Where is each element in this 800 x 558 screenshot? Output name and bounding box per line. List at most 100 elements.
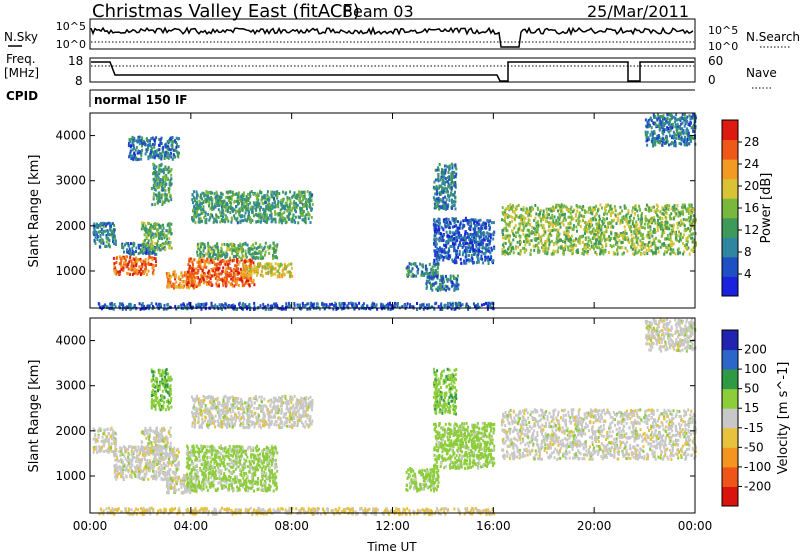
data-cell	[152, 163, 154, 166]
data-cell	[580, 225, 582, 228]
data-cell	[197, 243, 199, 246]
data-cell	[143, 248, 145, 251]
data-cell	[248, 276, 250, 279]
data-cell	[98, 231, 100, 234]
data-cell	[97, 235, 99, 238]
data-cell	[216, 242, 218, 245]
data-cell	[158, 237, 160, 240]
data-cell	[232, 249, 234, 252]
data-cell	[211, 202, 213, 205]
data-cell	[217, 262, 219, 265]
data-cell	[535, 233, 537, 236]
data-cell	[94, 239, 96, 242]
data-cell	[241, 200, 243, 203]
data-cell	[611, 245, 613, 248]
data-cell	[501, 218, 503, 221]
data-cell	[455, 230, 457, 233]
data-cell	[469, 228, 471, 231]
data-cell	[480, 234, 482, 237]
data-cell	[665, 216, 667, 219]
data-cell	[208, 261, 210, 264]
data-cell	[259, 250, 261, 253]
data-cell	[178, 277, 180, 280]
data-cell	[135, 158, 137, 161]
data-cell	[452, 231, 454, 234]
data-cell	[530, 249, 532, 252]
data-cell	[205, 214, 207, 217]
data-cell	[310, 221, 312, 224]
data-cell	[669, 233, 671, 236]
data-cell	[450, 192, 452, 195]
data-cell	[260, 206, 262, 209]
data-cell	[684, 206, 686, 209]
data-cell	[489, 251, 491, 254]
data-cell	[426, 287, 428, 290]
data-cell	[662, 231, 664, 234]
data-cell	[648, 231, 650, 234]
data-cell	[455, 224, 457, 227]
date-label: 25/Mar/2011	[587, 2, 689, 21]
data-cell	[511, 208, 513, 211]
data-cell	[293, 213, 295, 216]
data-cell	[441, 250, 443, 253]
data-cell	[280, 263, 282, 266]
data-cell	[678, 240, 680, 243]
data-cell	[491, 260, 493, 263]
data-cell	[304, 215, 306, 218]
data-cell	[125, 259, 127, 262]
data-cell	[245, 250, 247, 253]
data-cell	[295, 202, 297, 205]
data-cell	[617, 234, 619, 237]
data-cell	[175, 281, 177, 284]
data-cell	[536, 226, 538, 229]
data-cell	[207, 213, 209, 216]
data-cell	[200, 245, 202, 248]
data-cell	[534, 237, 536, 240]
data-cell	[647, 223, 649, 226]
data-cell	[269, 263, 271, 266]
data-cell	[579, 242, 581, 245]
data-cell	[454, 258, 456, 261]
data-cell	[154, 203, 156, 206]
data-cell	[155, 188, 157, 191]
data-cell	[222, 270, 224, 273]
data-cell	[251, 281, 253, 284]
data-cell	[598, 230, 600, 233]
data-cell	[245, 274, 247, 277]
data-cell	[200, 280, 202, 283]
data-cell	[275, 262, 277, 265]
data-cell	[601, 232, 603, 235]
data-cell	[504, 209, 506, 212]
data-cell	[654, 222, 656, 225]
data-cell	[621, 210, 623, 213]
data-cell	[255, 267, 257, 270]
data-cell	[529, 219, 531, 222]
data-cell	[287, 206, 289, 209]
data-cell	[603, 235, 605, 238]
data-cell	[148, 229, 150, 232]
data-cell	[521, 214, 523, 217]
data-cell	[633, 217, 635, 220]
data-cell	[420, 274, 422, 277]
data-cell	[274, 273, 276, 276]
data-cell	[220, 247, 222, 250]
data-cell	[144, 239, 146, 242]
data-cell	[196, 251, 198, 254]
data-cell	[445, 244, 447, 247]
data-cell	[251, 209, 253, 212]
data-cell	[553, 228, 555, 231]
data-cell	[302, 218, 304, 221]
data-cell	[214, 271, 216, 274]
data-cell	[689, 253, 691, 256]
data-cell	[676, 208, 678, 211]
data-cell	[528, 234, 530, 237]
data-cell	[244, 215, 246, 218]
data-cell	[576, 210, 578, 213]
data-cell	[113, 242, 115, 245]
data-cell	[436, 193, 438, 196]
data-cell	[511, 220, 513, 223]
data-cell	[563, 231, 565, 234]
data-cell	[570, 206, 572, 209]
data-cell	[525, 234, 527, 237]
data-cell	[240, 195, 242, 198]
